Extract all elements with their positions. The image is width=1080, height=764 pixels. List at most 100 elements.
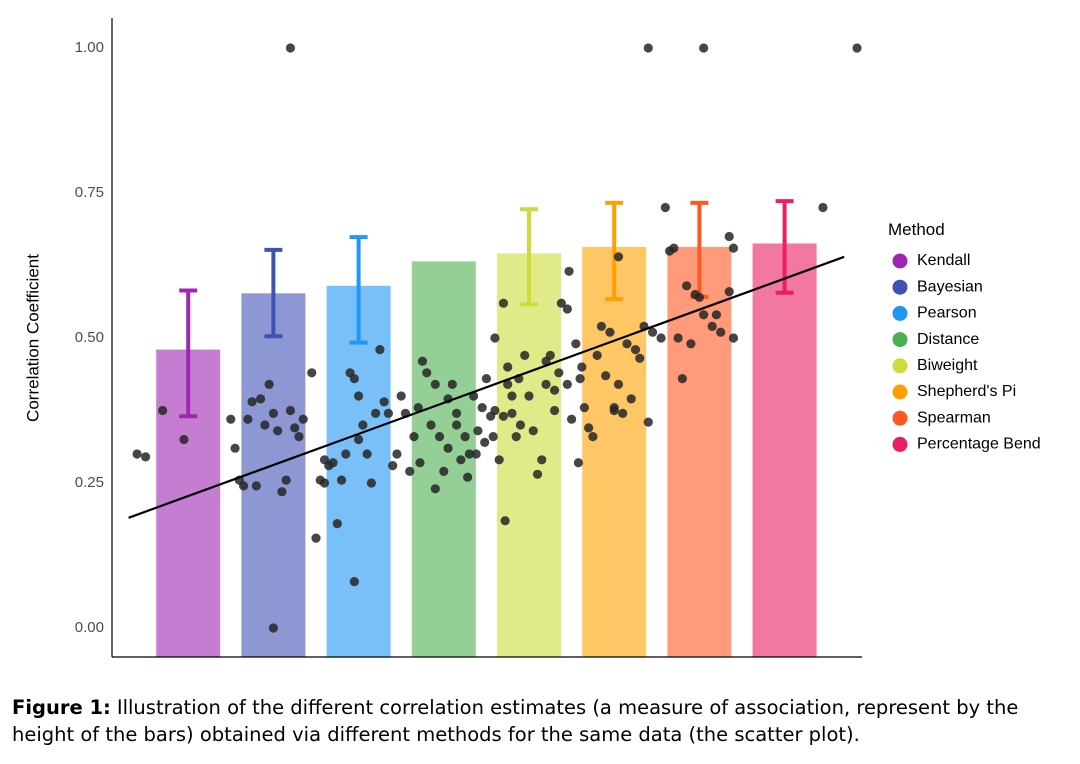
scatter-point xyxy=(460,432,470,442)
bar-shepherd-s-pi xyxy=(582,246,647,657)
scatter-point xyxy=(354,434,364,445)
error-bar-shepherd-s-pi xyxy=(605,200,624,302)
scatter-point xyxy=(711,310,722,320)
scatter-point xyxy=(630,345,641,355)
bar-bayesian xyxy=(241,293,306,657)
scatter-point xyxy=(413,403,423,413)
bars-layer xyxy=(156,243,817,657)
scatter-point xyxy=(311,533,321,543)
legend-label: Percentage Bend xyxy=(917,436,1041,453)
scatter-point xyxy=(494,455,504,465)
legend-swatch xyxy=(892,436,908,452)
scatter-point xyxy=(366,478,376,488)
scatter-point xyxy=(660,202,670,213)
scatter-point xyxy=(503,362,513,372)
scatter-point xyxy=(562,379,572,389)
scatter-point xyxy=(415,458,425,468)
scatter-point xyxy=(307,368,317,378)
scatter-point xyxy=(500,516,510,526)
error-bar-kendall xyxy=(179,288,198,419)
legend: Method Kendall Bayesian Pearson Distance Biw… xyxy=(888,220,1041,453)
scatter-point xyxy=(626,394,636,404)
error-bar-biweight xyxy=(520,207,538,307)
scatter-point xyxy=(549,405,560,416)
legend-title: Method xyxy=(888,220,945,239)
legend-label: Biweight xyxy=(917,357,978,374)
scatter-point xyxy=(577,362,587,372)
scatter-point xyxy=(443,443,453,453)
scatter-point xyxy=(613,379,624,389)
scatter-point xyxy=(281,475,291,485)
legend-label: Bayesian xyxy=(917,278,983,295)
scatter-point xyxy=(451,408,462,418)
legend-item-pearson: Pearson xyxy=(892,305,977,322)
scatter-point xyxy=(596,321,607,331)
scatter-point xyxy=(388,461,398,471)
scatter-point xyxy=(541,356,551,366)
legend-item-biweight: Biweight xyxy=(892,357,978,374)
scatter-point xyxy=(686,339,696,349)
scatter-point xyxy=(447,379,457,389)
scatter-point xyxy=(392,449,402,459)
scatter-point xyxy=(294,432,304,442)
legend-swatch xyxy=(892,384,908,400)
scatter-point xyxy=(673,333,683,343)
y-axis-title: Correlation Coefficient xyxy=(23,254,42,422)
axes xyxy=(111,18,862,658)
legend-item-kendall: Kendall xyxy=(892,252,970,269)
legend-swatch xyxy=(892,410,908,426)
scatter-point xyxy=(728,333,739,343)
scatter-point xyxy=(179,434,189,445)
scatter-point xyxy=(480,437,490,447)
scatter-point xyxy=(451,420,462,430)
scatter-point xyxy=(243,414,253,424)
bar-spearman xyxy=(667,246,732,657)
legend-swatch xyxy=(892,332,908,348)
scatter-points-layer xyxy=(132,43,862,633)
scatter-point xyxy=(132,449,142,459)
scatter-point xyxy=(328,458,338,468)
scatter-point xyxy=(669,243,679,253)
scatter-point xyxy=(285,43,296,53)
scatter-point xyxy=(464,449,474,459)
scatter-point xyxy=(635,353,645,363)
scatter-point xyxy=(273,426,283,436)
bar-biweight xyxy=(497,253,561,657)
scatter-point xyxy=(268,408,278,418)
trend-line xyxy=(128,255,845,519)
scatter-point xyxy=(396,391,406,401)
legend-swatch xyxy=(892,305,908,321)
scatter-point xyxy=(647,327,658,337)
scatter-point xyxy=(618,408,628,418)
caption-lead: Figure 1: xyxy=(12,696,111,719)
scatter-point xyxy=(643,43,653,53)
scatter-point xyxy=(319,478,330,488)
scatter-point xyxy=(588,432,598,442)
scatter-point xyxy=(724,231,734,242)
scatter-point xyxy=(417,356,428,366)
scatter-point xyxy=(473,426,483,436)
scatter-point xyxy=(256,394,266,404)
scatter-point xyxy=(549,385,560,395)
legend-item-percentage-bend: Percentage Bend xyxy=(892,436,1041,453)
scatter-point xyxy=(567,414,577,424)
scatter-point xyxy=(677,374,687,384)
scatter-point xyxy=(601,371,611,381)
y-tick-label: 0.50 xyxy=(75,329,104,346)
scatter-point xyxy=(481,374,491,384)
legend-item-distance: Distance xyxy=(892,331,979,348)
scatter-point xyxy=(592,350,602,360)
scatter-point xyxy=(226,414,236,424)
scatter-point xyxy=(507,408,517,418)
scatter-point xyxy=(554,368,564,378)
scatter-point xyxy=(564,266,574,276)
scatter-point xyxy=(520,350,530,360)
scatter-point xyxy=(426,420,436,430)
legend-label: Pearson xyxy=(917,305,977,322)
scatter-point xyxy=(422,368,432,378)
y-tick-label: 0.75 xyxy=(75,184,104,201)
scatter-point xyxy=(379,397,389,407)
scatter-point xyxy=(434,432,445,442)
scatter-point xyxy=(613,252,624,262)
legend-item-shepherd-s-pi: Shepherd's Pi xyxy=(892,383,1016,400)
